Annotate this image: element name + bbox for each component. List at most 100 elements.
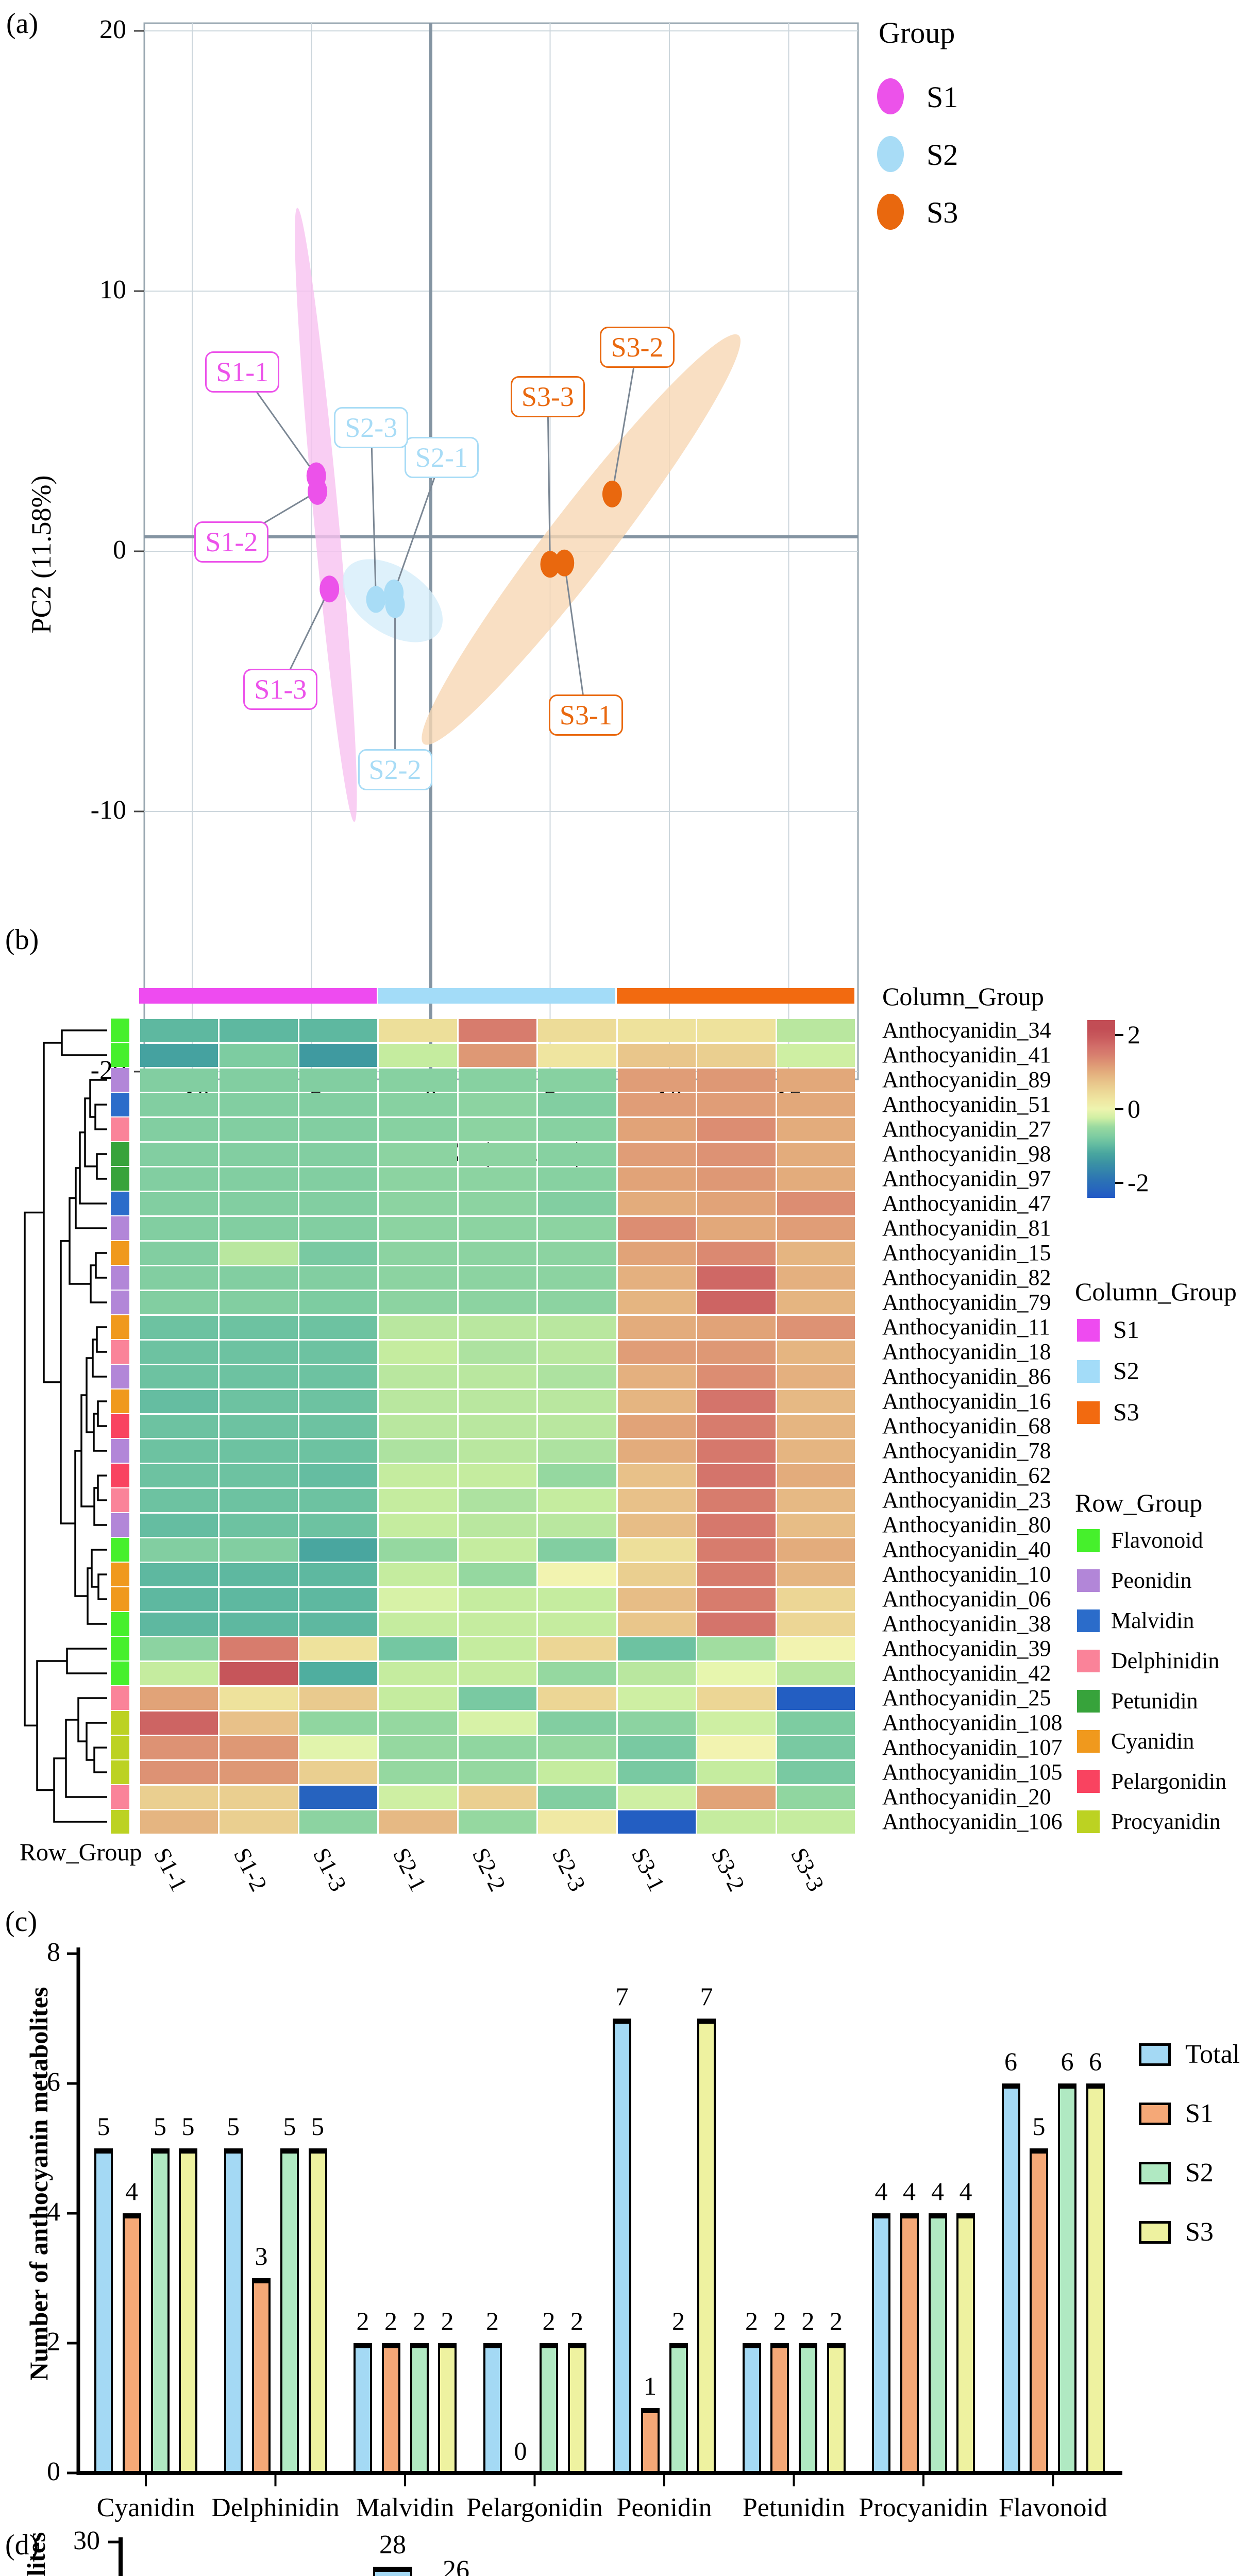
heatmap-cell xyxy=(697,1637,776,1660)
counts-bar-Procyanidin-S3 xyxy=(956,2213,975,2473)
heatmap-cell xyxy=(777,1538,855,1562)
heatmap-row-group-strip xyxy=(111,1291,129,1314)
heatmap-cell xyxy=(220,1686,298,1710)
heatmap-cell xyxy=(379,1587,457,1611)
heatmap-colorbar-tick xyxy=(1115,1182,1123,1184)
heatmap-cell xyxy=(220,1291,298,1314)
heatmap-cell xyxy=(299,1340,377,1364)
heatmap-cell xyxy=(379,1513,457,1537)
pca-legend-label-s1: S1 xyxy=(927,80,958,114)
heatmap-cell xyxy=(379,1365,457,1388)
heatmap-cell xyxy=(220,1241,298,1265)
heatmap-colorbar xyxy=(1087,1020,1115,1198)
heatmap-cell xyxy=(697,1760,776,1784)
heatmap-row-group-strip xyxy=(111,1093,129,1116)
heatmap-cell xyxy=(220,1117,298,1141)
heatmap-cell xyxy=(458,1340,536,1364)
heatmap-column-legend-swatch-S1 xyxy=(1077,1319,1100,1342)
heatmap-cell xyxy=(458,1414,536,1438)
pca-legend-dot-s3 xyxy=(877,194,904,230)
heatmap-cell xyxy=(617,1439,696,1463)
heatmap-cell xyxy=(777,1117,855,1141)
heatmap-cell xyxy=(299,1241,377,1265)
heatmap-cell xyxy=(697,1043,776,1067)
counts-bar-value: 2 xyxy=(830,2307,843,2335)
heatmap-cell xyxy=(458,1266,536,1290)
heatmap-row-group-strip xyxy=(111,1513,129,1537)
heatmap-cell xyxy=(697,1711,776,1735)
pca-point-S2-2 xyxy=(385,591,405,618)
heatmap-cell xyxy=(617,1068,696,1092)
heatmap-cell xyxy=(379,1389,457,1413)
counts-bar-Procyanidin-S1 xyxy=(900,2213,919,2473)
heatmap-row-label: Anthocyanidin_106 xyxy=(882,1809,1063,1834)
heatmap-cell xyxy=(458,1538,536,1562)
heatmap-cell xyxy=(299,1538,377,1562)
heatmap-row-label: Anthocyanidin_41 xyxy=(882,1042,1051,1067)
heatmap-cell xyxy=(379,1192,457,1215)
heatmap-cell xyxy=(220,1760,298,1784)
heatmap-row-group-strip xyxy=(111,1563,129,1586)
heatmap-cell xyxy=(140,1315,218,1339)
heatmap-cell xyxy=(458,1760,536,1784)
heatmap-cell xyxy=(777,1760,855,1784)
heatmap-cell xyxy=(140,1563,218,1586)
heatmap-cell xyxy=(617,1365,696,1388)
heatmap-cell xyxy=(697,1019,776,1042)
heatmap-row-group-strip xyxy=(111,1414,129,1438)
counts-bar-Delphinidin-S3 xyxy=(308,2148,327,2473)
pca-point-S2-3 xyxy=(366,586,386,613)
heatmap-cell xyxy=(538,1068,616,1092)
counts-bar-value: 5 xyxy=(227,2112,240,2141)
heatmap-row-legend-label-Petunidin: Petunidin xyxy=(1111,1688,1198,1714)
heatmap-cell xyxy=(299,1488,377,1512)
heatmap-row-label: Anthocyanidin_16 xyxy=(882,1388,1051,1414)
pca-sample-label-S2-2: S2-2 xyxy=(358,749,432,791)
heatmap-cell xyxy=(220,1315,298,1339)
heatmap-row-legend-label-Flavonoid: Flavonoid xyxy=(1111,1528,1203,1553)
heatmap-row-legend-swatch-Cyanidin xyxy=(1077,1730,1100,1753)
heatmap-cell xyxy=(458,1117,536,1141)
heatmap-cell xyxy=(379,1563,457,1586)
heatmap-cell xyxy=(617,1291,696,1314)
heatmap-cell xyxy=(697,1785,776,1809)
heatmap-cell xyxy=(617,1241,696,1265)
panel-a-letter: (a) xyxy=(6,8,39,40)
heatmap-cell xyxy=(617,1711,696,1735)
heatmap-cell xyxy=(697,1439,776,1463)
sig-y-tick-label: 30 xyxy=(73,2526,100,2555)
heatmap-cell xyxy=(140,1340,218,1364)
heatmap-row-group-strip xyxy=(111,1810,129,1834)
heatmap-cell xyxy=(697,1340,776,1364)
heatmap-row-group-strip xyxy=(111,1043,129,1067)
heatmap-row-legend-swatch-Malvidin xyxy=(1077,1609,1100,1632)
heatmap-cell xyxy=(379,1019,457,1042)
counts-bar-value: 4 xyxy=(931,2177,944,2206)
heatmap-cell xyxy=(617,1686,696,1710)
heatmap-row-label: Anthocyanidin_27 xyxy=(882,1116,1051,1142)
heatmap-row-label: Anthocyanidin_107 xyxy=(882,1735,1063,1760)
heatmap-row-label: Anthocyanidin_86 xyxy=(882,1364,1051,1389)
heatmap-cell xyxy=(538,1785,616,1809)
pca-sample-label-S2-1: S2-1 xyxy=(404,437,479,479)
heatmap-cell xyxy=(140,1662,218,1685)
heatmap-cell xyxy=(777,1488,855,1512)
counts-y-tick-label: 4 xyxy=(47,2197,60,2227)
heatmap-column-group-bar-S3 xyxy=(617,988,854,1004)
heatmap-row-legend-label-Peonidin: Peonidin xyxy=(1111,1568,1192,1593)
heatmap-cell xyxy=(140,1488,218,1512)
heatmap-cell xyxy=(777,1142,855,1166)
heatmap-row-legend-swatch-Delphinidin xyxy=(1077,1650,1100,1672)
heatmap-cell xyxy=(538,1216,616,1240)
heatmap-cell xyxy=(458,1612,536,1636)
heatmap-row-legend-label-Cyanidin: Cyanidin xyxy=(1111,1728,1194,1754)
heatmap-row-label: Anthocyanidin_39 xyxy=(882,1636,1051,1661)
heatmap-cell xyxy=(299,1513,377,1537)
heatmap-cell xyxy=(220,1019,298,1042)
heatmap-cell xyxy=(299,1760,377,1784)
heatmap-row-group-strip xyxy=(111,1142,129,1166)
heatmap-cell xyxy=(379,1093,457,1116)
heatmap-row-group-strip xyxy=(111,1117,129,1141)
counts-bar-Malvidin-S2 xyxy=(410,2343,429,2473)
heatmap-cell xyxy=(538,1389,616,1413)
